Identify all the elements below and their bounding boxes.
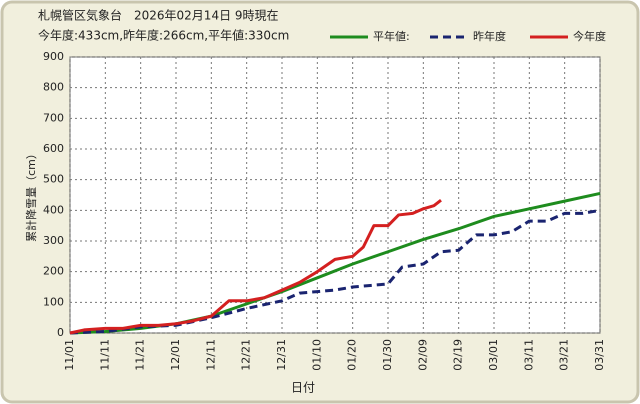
series-line <box>69 199 442 335</box>
x-tick-label: 03/11 <box>522 339 535 371</box>
legend-label: 今年度 <box>573 29 606 43</box>
x-tick-label: 11/21 <box>134 339 147 371</box>
y-tick-label: 600 <box>43 142 64 155</box>
x-tick-label: 12/31 <box>275 339 288 371</box>
y-tick-label: 400 <box>43 203 64 216</box>
x-tick-label: 01/10 <box>310 339 323 371</box>
x-tick-label: 01/20 <box>346 339 359 371</box>
y-tick-label: 800 <box>43 81 64 94</box>
y-tick-label: 300 <box>43 234 64 247</box>
x-tick-label: 03/21 <box>558 339 571 371</box>
x-tick-label: 03/31 <box>593 339 606 371</box>
y-tick-label: 500 <box>43 173 64 186</box>
y-tick-label: 700 <box>43 111 64 124</box>
legend-label: 平年値: <box>373 29 410 43</box>
x-tick-label: 11/01 <box>63 339 76 371</box>
chart-subtitle: 今年度:433cm,昨年度:266cm,平年値:330cm <box>38 28 289 43</box>
y-tick-label: 200 <box>43 265 64 278</box>
x-tick-label: 12/01 <box>169 339 182 371</box>
y-axis-label: 累計降雪量（cm） <box>24 148 38 242</box>
x-tick-label: 01/30 <box>381 339 394 371</box>
plot-area <box>69 56 601 334</box>
y-tick-label: 900 <box>43 50 64 63</box>
chart-title: 札幌管区気象台 2026年02月14日 9時現在 <box>38 8 279 23</box>
x-axis-label: 日付 <box>291 381 315 395</box>
x-tick-label: 02/19 <box>452 339 465 371</box>
legend-label: 昨年度 <box>473 29 506 43</box>
x-tick-label: 12/11 <box>204 339 217 371</box>
y-tick-label: 0 <box>57 326 64 339</box>
x-tick-label: 12/21 <box>240 339 253 371</box>
x-tick-label: 11/11 <box>98 339 111 371</box>
x-tick-label: 03/01 <box>487 339 500 371</box>
x-tick-label: 02/09 <box>416 339 429 371</box>
y-tick-label: 100 <box>43 295 64 308</box>
series-line <box>69 208 601 335</box>
